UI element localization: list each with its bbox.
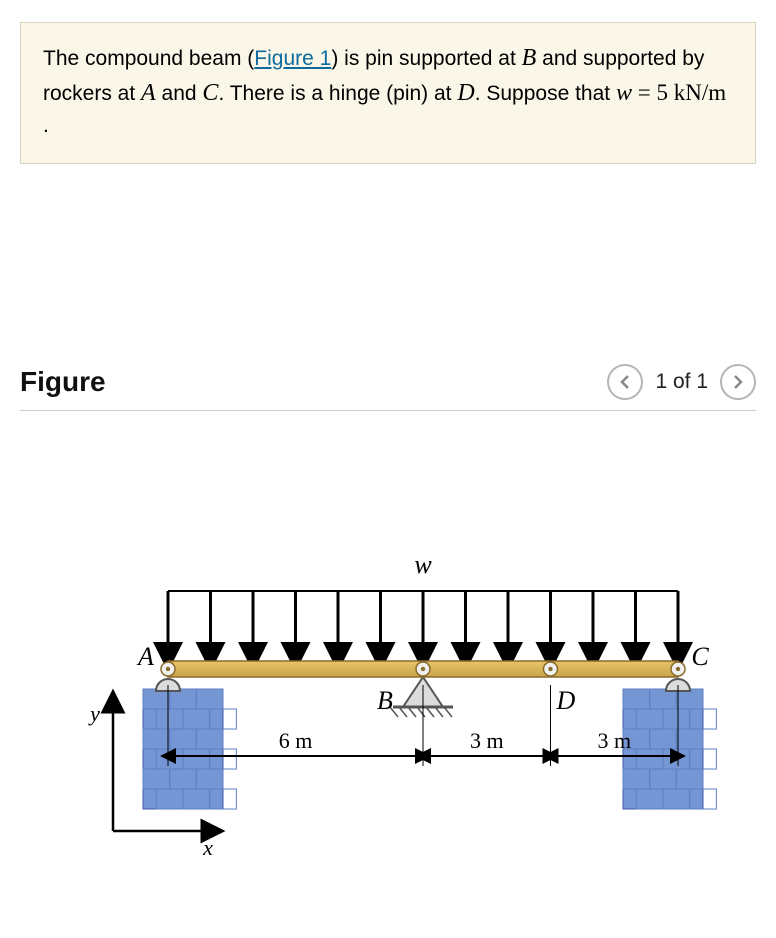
chevron-left-icon [619,374,631,390]
text: The compound beam ( [43,47,254,70]
pager-text: 1 of 1 [655,370,708,394]
svg-text:6 m: 6 m [279,728,313,753]
text: . Suppose that [475,82,616,105]
figure-title: Figure [20,366,106,398]
figure-link[interactable]: Figure 1 [254,47,331,70]
svg-text:B: B [377,686,393,715]
prev-button[interactable] [607,364,643,400]
chevron-right-icon [732,374,744,390]
var-w: w [616,80,632,106]
next-button[interactable] [720,364,756,400]
eq: = 5 [632,80,674,105]
svg-text:3 m: 3 m [597,728,631,753]
svg-text:x: x [202,835,213,860]
beam-diagram: w A B D Cy x 6 m 3 m 3 m [58,531,718,861]
problem-statement: The compound beam (Figure 1) is pin supp… [20,22,756,164]
svg-text:C: C [691,642,709,671]
svg-text:w: w [414,550,432,579]
var-A: A [141,80,156,106]
text: . [43,114,49,137]
figure-pager: 1 of 1 [607,364,756,400]
svg-text:A: A [136,642,154,671]
svg-text:y: y [88,701,100,726]
unit: kN/m [674,80,726,105]
var-C: C [202,80,218,106]
svg-text:3 m: 3 m [470,728,504,753]
text: and [156,82,203,105]
text: . There is a hinge (pin) at [218,82,457,105]
svg-text:D: D [556,686,576,715]
figure-area: w A B D Cy x 6 m 3 m 3 m [20,531,756,861]
var-B: B [522,45,537,71]
text: ) is pin supported at [331,47,521,70]
var-D: D [457,80,474,106]
figure-header: Figure 1 of 1 [20,364,756,411]
